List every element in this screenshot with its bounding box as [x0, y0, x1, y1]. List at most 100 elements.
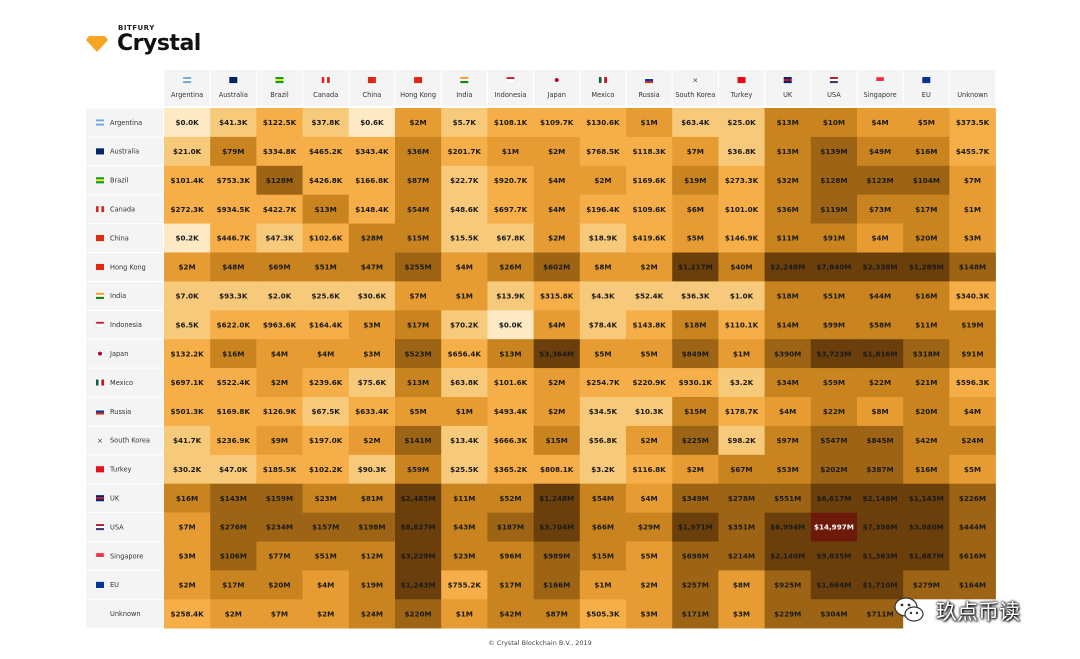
cell-value-label: $7M: [271, 609, 288, 618]
row-header-label: Russia: [110, 408, 131, 416]
heatmap-cell: [302, 223, 350, 253]
heatmap-cell: [810, 136, 858, 167]
column-header-bg: [857, 70, 903, 106]
heatmap-cell: [487, 310, 534, 340]
heatmap-cell: [810, 425, 858, 456]
cell-value-label: $547M: [820, 436, 847, 445]
cell-value-label: $697.1K: [170, 378, 204, 387]
heatmap-cell: [164, 339, 211, 369]
heatmap-cell: [718, 397, 765, 427]
heatmap-cell: [810, 599, 858, 629]
heatmap-cell: [718, 252, 765, 282]
cell-value-label: $1,887M: [909, 552, 944, 561]
cell-value-label: $989M: [543, 552, 570, 561]
heatmap-cell: [718, 512, 765, 542]
cell-value-label: $4.3K: [591, 291, 615, 300]
heatmap-cell: [533, 368, 581, 398]
flag-au-icon: [229, 77, 238, 84]
heatmap-cell: [256, 108, 303, 138]
heatmap-cell: [441, 165, 488, 195]
heatmap-cell: [302, 194, 350, 224]
heatmap-cell: [395, 108, 442, 138]
heatmap-cell: [441, 339, 488, 369]
cell-value-label: $25.6K: [312, 291, 341, 300]
flag-jp-icon: [95, 350, 105, 357]
cell-value-label: $63.8K: [450, 378, 479, 387]
heatmap-cell: [487, 512, 534, 542]
flag-sg-icon: [95, 552, 105, 560]
column-header-bg: [256, 70, 303, 106]
cell-value-label: $1M: [594, 580, 611, 589]
cell-value-label: $91M: [823, 234, 845, 243]
cell-value-label: $2M: [225, 609, 242, 618]
column-header-label: EU: [922, 91, 931, 99]
heatmap-cell: [210, 570, 257, 600]
heatmap-cell: [626, 397, 673, 427]
cell-value-label: $116.8K: [632, 465, 666, 474]
heatmap-cell: [395, 425, 442, 456]
heatmap-cell: [949, 425, 996, 456]
cell-value-label: $6.5K: [175, 320, 199, 329]
column-header-bg: [949, 70, 996, 106]
heatmap-cell: [210, 310, 257, 340]
cell-value-label: $8,827M: [401, 523, 436, 532]
cell-value-label: $197.0K: [309, 436, 343, 445]
heatmap-cell: [626, 136, 673, 167]
heatmap-chart: Argentina Australia Brazil Canada China Hong …: [86, 70, 996, 629]
cell-value-label: $258.4K: [170, 609, 204, 618]
heatmap-cell: [395, 165, 442, 195]
cell-value-label: $34M: [777, 378, 799, 387]
cell-value-label: $276M: [220, 523, 247, 532]
cell-value-label: $4M: [548, 176, 565, 185]
heatmap-cell: [857, 108, 904, 138]
cell-value-label: $13.9K: [496, 291, 525, 300]
cell-value-label: $3M: [179, 552, 196, 561]
cell-value-label: $0.0K: [175, 118, 199, 127]
cell-value-label: $17M: [407, 320, 429, 329]
cell-value-label: $13.4K: [450, 436, 479, 445]
heatmap-cell: [302, 512, 350, 542]
cell-value-label: $2M: [179, 263, 196, 272]
heatmap-cell: [256, 368, 303, 398]
cell-value-label: $1M: [456, 291, 473, 300]
heatmap-cell: [764, 136, 812, 167]
cell-value-label: $17M: [915, 205, 937, 214]
cell-value-label: $77M: [268, 552, 290, 561]
heatmap-cell: [533, 599, 581, 629]
cell-value-label: $10M: [823, 118, 845, 127]
heatmap-cell: [441, 599, 488, 629]
heatmap-cell: [302, 165, 350, 195]
cell-value-label: $47.0K: [219, 465, 248, 474]
cell-value-label: $148.4K: [355, 205, 389, 214]
cell-value-label: $3.2K: [591, 465, 615, 474]
heatmap-cell: [857, 368, 904, 398]
cell-value-label: $36.3K: [681, 291, 710, 300]
cell-value-label: $75.6K: [358, 378, 387, 387]
heatmap-cell: [672, 252, 719, 282]
cell-value-label: $21M: [915, 378, 937, 387]
column-header-bg: [626, 70, 672, 106]
heatmap-cell: [441, 570, 488, 600]
cell-value-label: $48M: [222, 263, 244, 272]
row-header-label: China: [110, 234, 129, 242]
cell-value-label: $279M: [913, 580, 940, 589]
cell-value-label: $963.6K: [263, 320, 297, 329]
cell-value-label: $47M: [361, 263, 383, 272]
cell-value-label: $2M: [548, 378, 565, 387]
column-header-label: India: [456, 91, 472, 99]
cell-value-label: $56.8K: [589, 436, 618, 445]
flag-br-icon: [275, 77, 284, 84]
cell-value-label: $22M: [869, 378, 891, 387]
heatmap-cell: [395, 368, 442, 398]
heatmap-cell: [626, 425, 673, 456]
cell-value-label: $315.8K: [540, 291, 574, 300]
heatmap-cell: [949, 397, 996, 427]
cell-value-label: $22.7K: [450, 176, 479, 185]
cell-value-label: $551M: [774, 494, 801, 503]
heatmap-cell: [533, 454, 581, 484]
heatmap-cell: [395, 599, 442, 629]
heatmap-cell: [395, 339, 442, 369]
row-header-label: USA: [110, 523, 124, 531]
cell-value-label: $119M: [820, 205, 847, 214]
cell-value-label: $139M: [820, 147, 847, 156]
